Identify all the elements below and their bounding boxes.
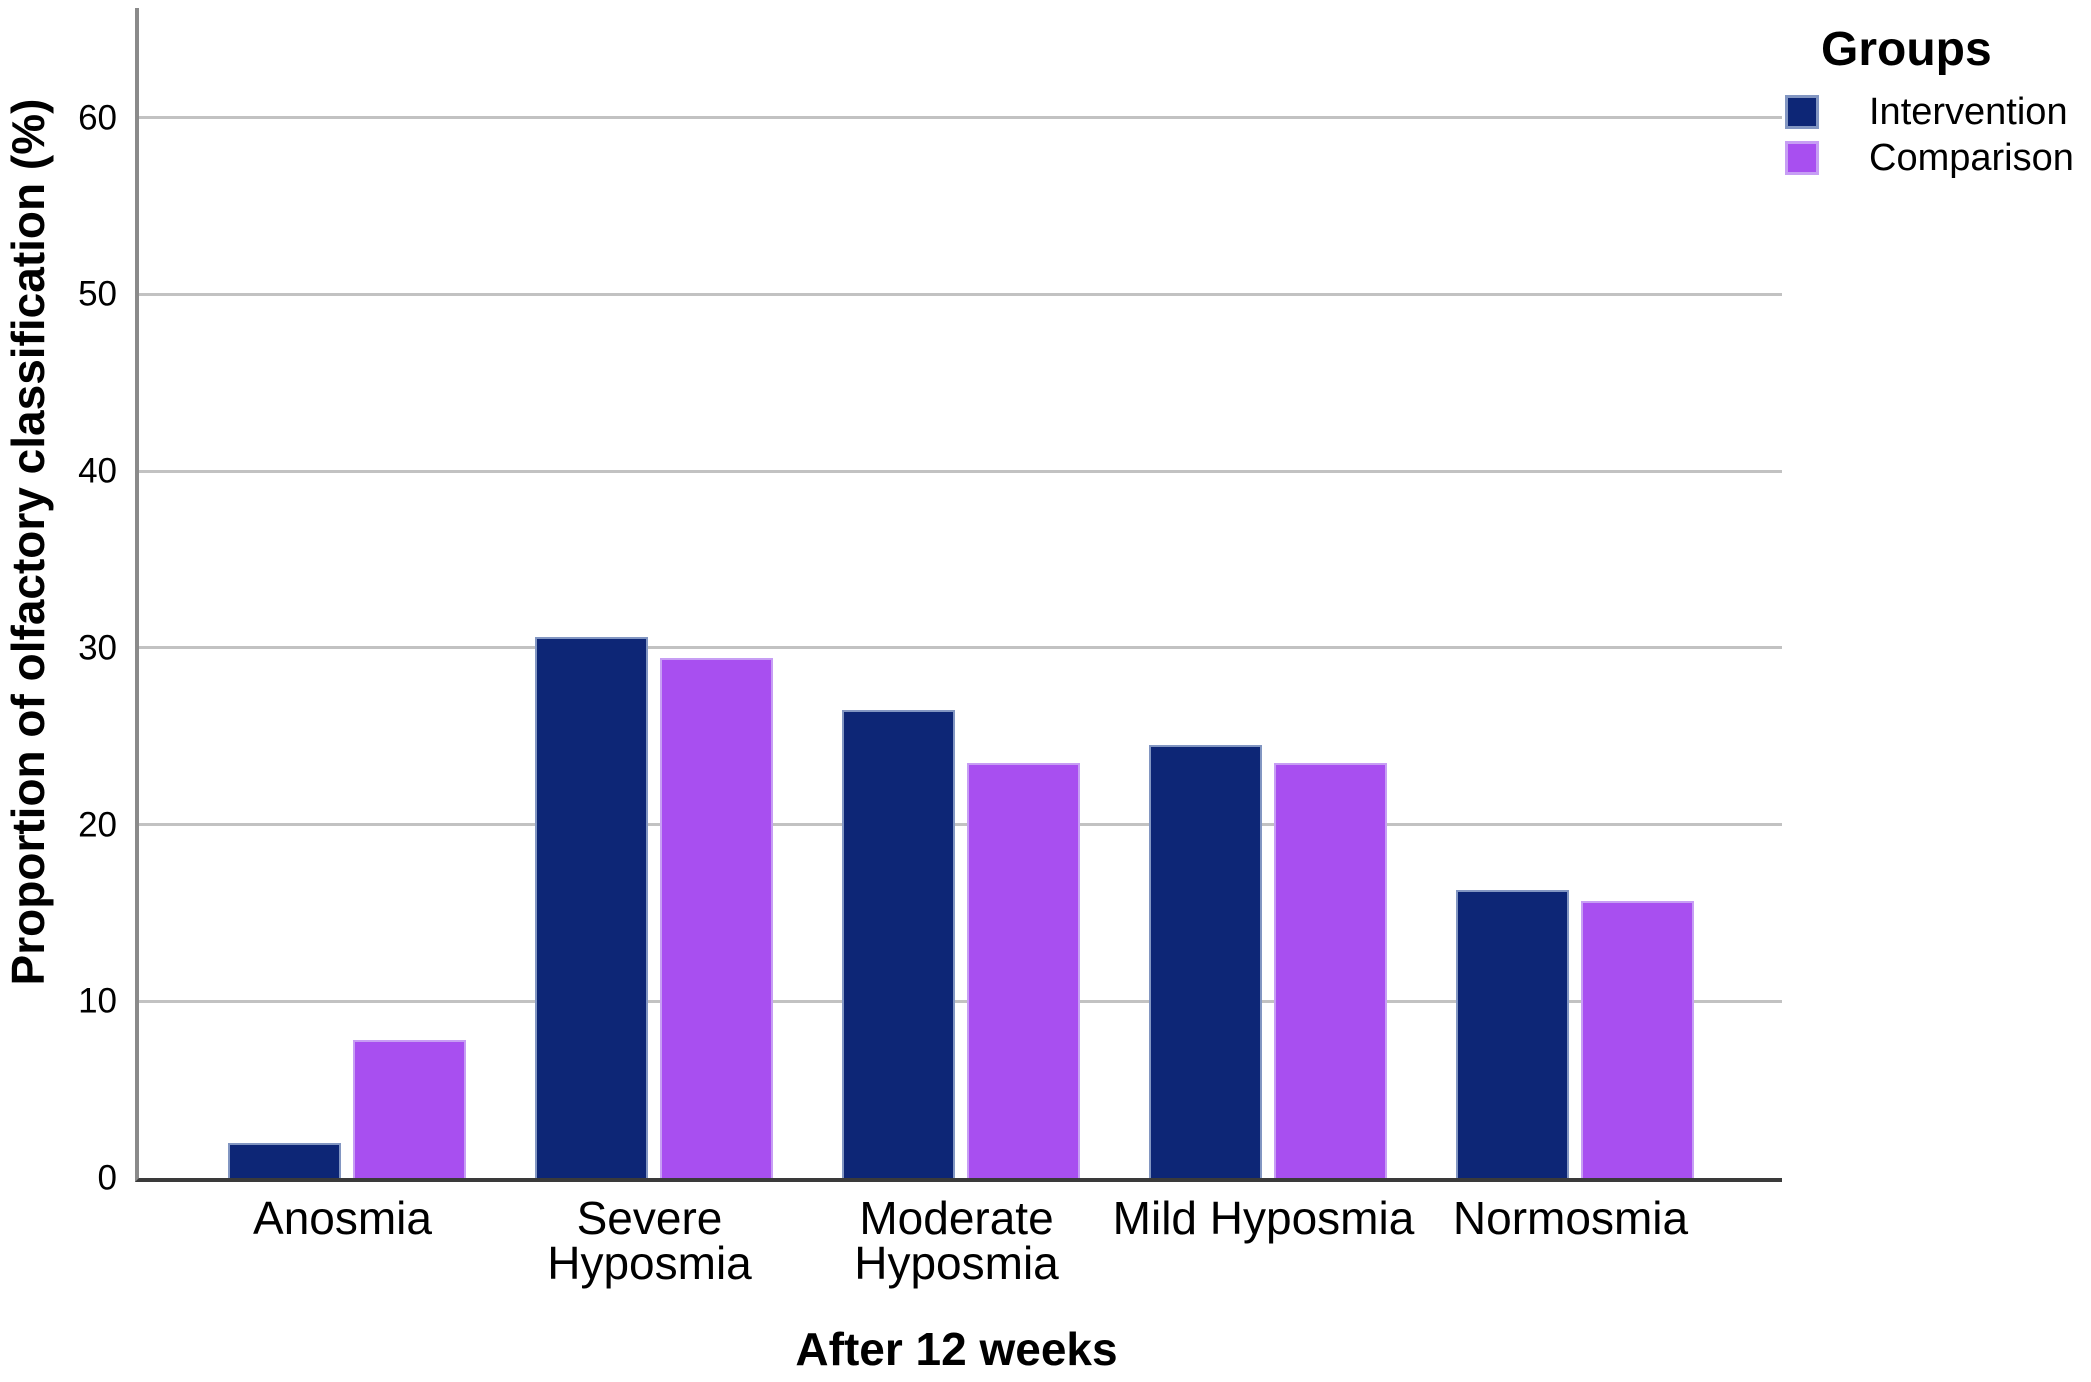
plot-area	[135, 8, 1782, 1182]
x-axis-title: After 12 weeks	[795, 1323, 1118, 1375]
bar-group-anosmia	[193, 8, 500, 1178]
legend-items: Intervention Comparison	[1785, 90, 2074, 179]
bar-comparison-normosmia	[1580, 900, 1694, 1178]
legend-item-comparison: Comparison	[1785, 136, 2074, 179]
gridline-10	[139, 999, 1782, 1003]
bar-group-mild-hyposmia	[1114, 8, 1421, 1178]
bar-intervention-severe-hyposmia	[534, 637, 648, 1178]
y-tick-label-40: 40	[78, 451, 117, 491]
gridlines	[139, 8, 1782, 1178]
legend: Groups Intervention Comparison	[1785, 23, 2074, 179]
category-label-normosmia: Normosmia	[1452, 1192, 1689, 1244]
gridline-50	[139, 292, 1782, 296]
bar-groups	[139, 8, 1782, 1178]
category-label-mild-hyposmia: Mild Hyposmia	[1112, 1192, 1415, 1244]
x-axis-category-labels: Anosmia Severe Hyposmia Moderate Hyposmia M…	[135, 1192, 1778, 1289]
legend-label-intervention: Intervention	[1869, 90, 2068, 133]
bar-comparison-mild-hyposmia	[1273, 762, 1387, 1178]
y-tick-label-30: 30	[78, 628, 117, 668]
bar-group-severe-hyposmia	[500, 8, 807, 1178]
y-tick-label-10: 10	[78, 981, 117, 1021]
gridline-30	[139, 646, 1782, 650]
bar-intervention-moderate-hyposmia	[841, 709, 955, 1178]
legend-swatch-comparison	[1785, 140, 1819, 175]
bar-comparison-moderate-hyposmia	[966, 762, 1080, 1178]
category-label-anosmia: Anosmia	[253, 1192, 432, 1244]
bar-comparison-anosmia	[352, 1040, 466, 1178]
gridline-60	[139, 116, 1782, 120]
y-tick-label-0: 0	[97, 1158, 117, 1198]
y-tick-label-50: 50	[78, 274, 117, 314]
legend-swatch-intervention	[1785, 94, 1819, 129]
legend-label-comparison: Comparison	[1869, 136, 2074, 179]
bar-group-normosmia	[1421, 8, 1728, 1178]
category-label-moderate-hyposmia: Moderate Hyposmia	[854, 1192, 1059, 1289]
legend-title: Groups	[1821, 23, 1992, 76]
y-axis-tick-labels: 0 10 20 30 40 50 60	[0, 8, 117, 1195]
bar-group-moderate-hyposmia	[807, 8, 1114, 1178]
y-tick-label-60: 60	[78, 98, 117, 138]
legend-item-intervention: Intervention	[1785, 90, 2074, 133]
bar-intervention-normosmia	[1455, 889, 1569, 1178]
gridline-40	[139, 469, 1782, 473]
category-label-severe-hyposmia: Severe Hyposmia	[547, 1192, 752, 1289]
bar-intervention-anosmia	[227, 1142, 341, 1178]
bar-intervention-mild-hyposmia	[1148, 745, 1262, 1178]
bar-comparison-severe-hyposmia	[659, 658, 773, 1178]
gridline-20	[139, 823, 1782, 827]
y-tick-label-20: 20	[78, 805, 117, 845]
